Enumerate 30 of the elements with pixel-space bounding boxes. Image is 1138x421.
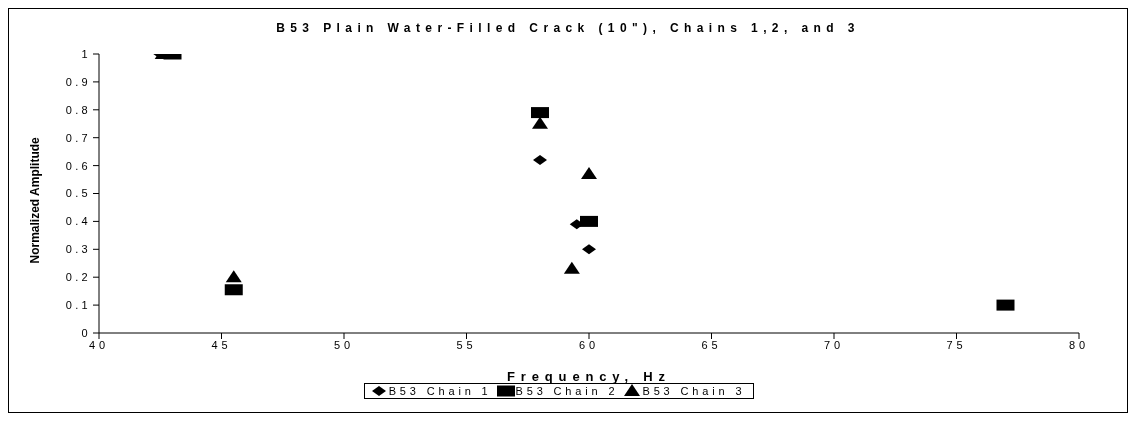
y-tick-label: 0.1 xyxy=(65,299,91,312)
x-tick-label: 55 xyxy=(456,338,477,351)
y-tick-label: 0.5 xyxy=(65,187,91,200)
legend-label: B53 Chain 1 xyxy=(387,384,492,398)
x-tick-label: 45 xyxy=(211,338,232,351)
x-tick-label: 75 xyxy=(946,338,967,351)
y-tick-label: 0.6 xyxy=(65,159,91,172)
y-axis-title: Normalized Amplitude xyxy=(28,136,43,264)
y-tick-label: 0.2 xyxy=(65,271,91,284)
y-tick-label: 0.4 xyxy=(65,215,91,228)
point xyxy=(563,261,580,274)
y-tick-label: 0.8 xyxy=(65,103,91,116)
x-tick-label: 70 xyxy=(824,338,844,351)
y-tick-label: 0 xyxy=(81,326,91,339)
legend-label: B53 Chain 3 xyxy=(641,384,746,398)
y-tick-label: 0.9 xyxy=(65,75,91,88)
x-tick-label: 65 xyxy=(701,338,722,351)
y-tick-label: 0.3 xyxy=(65,243,91,256)
x-tick-label: 50 xyxy=(334,338,354,351)
point xyxy=(225,270,242,283)
chart-title: B53 Plain Water-Filled Crack (10"), Chains 1,2, and 3 xyxy=(275,21,861,35)
y-tick-label: 1 xyxy=(81,47,91,60)
x-axis-title: Frequency, Hz xyxy=(507,369,671,384)
point xyxy=(533,155,547,166)
x-tick-label: 40 xyxy=(89,338,109,351)
legend-label: B53 Chain 2 xyxy=(514,384,619,398)
x-tick-label: 60 xyxy=(579,338,599,351)
y-tick-label: 0.7 xyxy=(65,131,91,144)
x-tick-label: 80 xyxy=(1069,338,1089,351)
point xyxy=(582,244,596,255)
